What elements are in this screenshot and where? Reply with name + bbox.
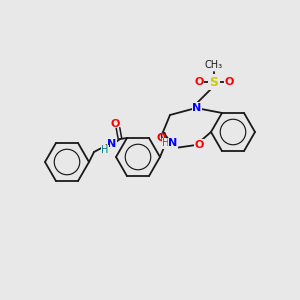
Text: N: N — [192, 103, 202, 113]
Text: O: O — [194, 77, 204, 87]
Text: O: O — [156, 133, 166, 143]
Text: CH₃: CH₃ — [205, 60, 223, 70]
Text: S: S — [209, 76, 218, 88]
Text: N: N — [107, 139, 117, 149]
Text: N: N — [168, 139, 178, 148]
Text: H: H — [101, 145, 109, 155]
Text: O: O — [110, 119, 120, 129]
Text: O: O — [194, 140, 204, 150]
Text: H: H — [162, 139, 170, 148]
Text: O: O — [224, 77, 234, 87]
